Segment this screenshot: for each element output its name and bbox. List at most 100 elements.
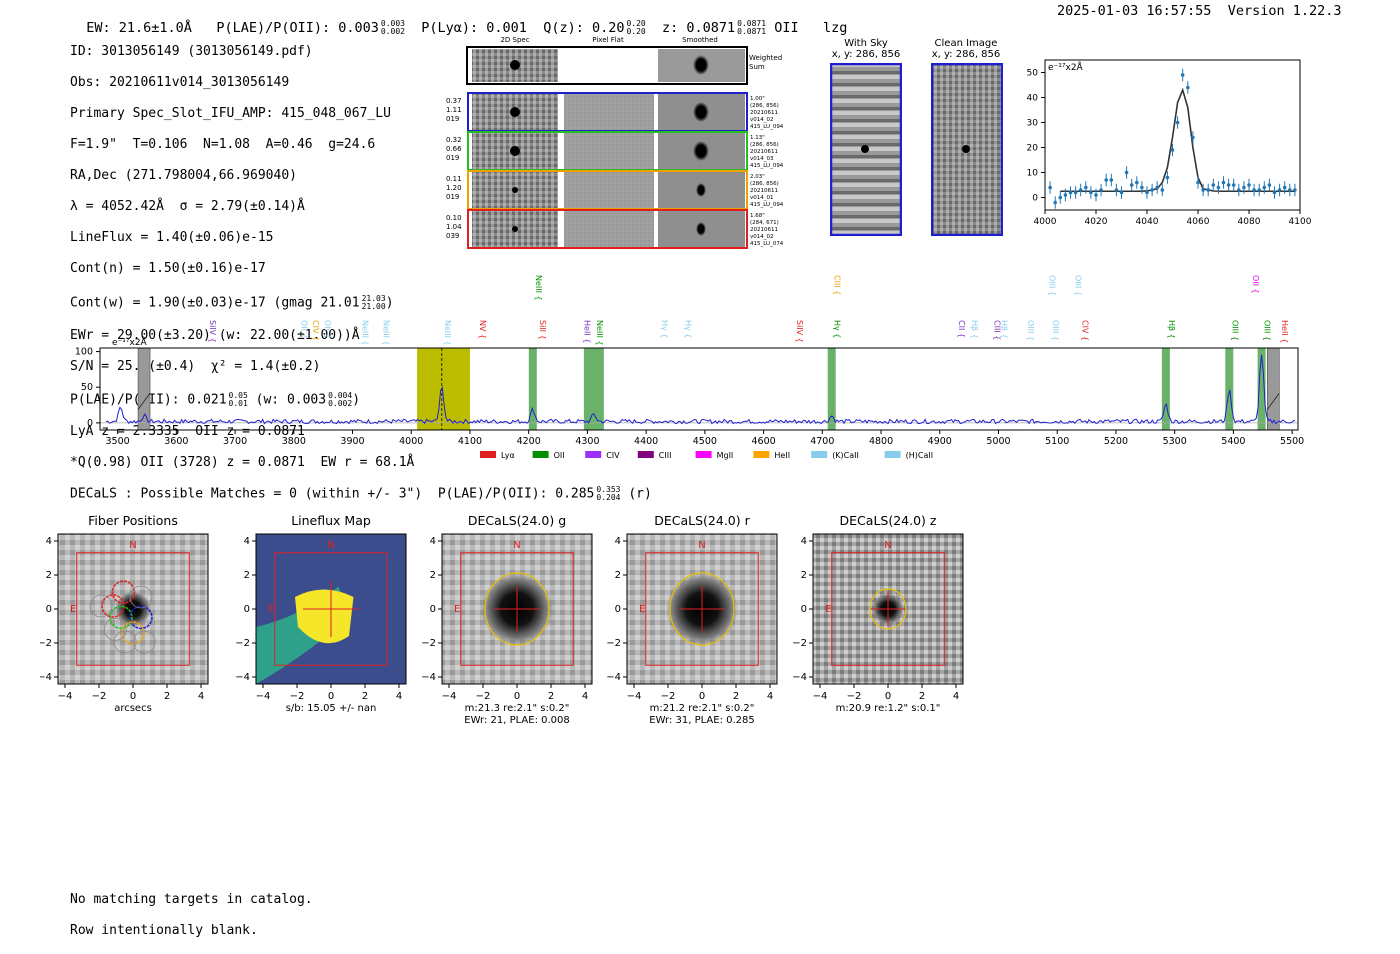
panel-xtick-label: 4: [198, 691, 204, 702]
panel-xtick-label: 0: [130, 691, 136, 702]
cutout-left-label: 0.32: [446, 136, 462, 144]
east-label: E: [268, 604, 274, 615]
legend-label: Lyα: [501, 451, 515, 460]
zoom-ytick-label: 20: [1027, 144, 1039, 154]
spectrum-xtick-label: 5500: [1280, 436, 1304, 447]
spectrum-line-label: OIII {: [1048, 275, 1057, 296]
cutout-smooth-source: [696, 183, 706, 197]
cutout-right-label: (286, 856): [750, 181, 779, 187]
zoom-data-point: [1282, 185, 1287, 190]
zoom-data-point: [1135, 180, 1139, 185]
panel-ytick-label: 4: [46, 536, 52, 547]
zoom-data-point: [1073, 190, 1078, 195]
info-contn: Cont(n) = 1.50(±0.16)e-17: [70, 260, 266, 276]
zoom-data-point: [1053, 200, 1057, 205]
spectrum-xtick-label: 3800: [282, 436, 306, 447]
fiber-circle: [113, 630, 137, 654]
spectrum-green-band: [583, 348, 604, 430]
cutout-left-label: 1.20: [446, 184, 462, 192]
zoom-data-point: [1293, 188, 1297, 192]
zoom-data-point: [1277, 188, 1282, 192]
spectrum-xtick-label: 3700: [223, 436, 247, 447]
zoom-data-point: [1063, 193, 1068, 197]
panel-caption-1: m:20.9 re:1.2" s:0.1": [836, 703, 941, 714]
zoom-data-point: [1089, 190, 1093, 195]
footer-line-1: No matching targets in catalog.: [70, 891, 313, 907]
zoom-data-point: [1140, 185, 1144, 190]
spectrum-gray-hatch: [1267, 392, 1280, 410]
zoom-ylabel: e⁻¹⁷x2Å: [1048, 61, 1084, 73]
cutout-right-label: 1.00": [750, 96, 765, 102]
spectrum-line-label: SiIV {: [795, 320, 804, 343]
cutout-2d-source: [512, 226, 518, 232]
east-label: E: [454, 604, 460, 615]
col-header-flat: Pixel Flat: [592, 36, 624, 44]
cutout-right-label: v014_02: [750, 234, 774, 240]
cutout-right-label: (286, 856): [750, 103, 779, 109]
zoom-spectrum: e⁻¹⁷x2Å 4000 4020 4040 4060 4080 4100 0 10 20 30 40…: [1027, 59, 1312, 227]
col-header-2d: 2D Spec: [500, 36, 529, 44]
search-box: [645, 552, 759, 666]
panel-xtick-label: 2: [548, 691, 554, 702]
zoom-data-point: [1119, 190, 1124, 195]
fiber-circle: [129, 605, 153, 630]
decals-panels: Fiber Positions N E −4 −4 −2 −2 0 0 2 2 4 4 arcsecs Li…: [40, 513, 964, 726]
spectrum-highlight-band: [417, 348, 470, 430]
legend-label: (H)CaII: [906, 451, 933, 460]
panel-xtick-label: 2: [362, 691, 368, 702]
zoom-data-point: [1068, 190, 1073, 195]
north-label: N: [129, 540, 136, 551]
decals-panel: DECaLS(24.0) r N E −4 −4 −2 −2 0 0 2 2 4 4 m:21.2 re:…: [606, 513, 778, 726]
zoom-data-point: [1145, 190, 1149, 195]
source-blob: [115, 591, 151, 627]
panel-xtick-label: −4: [627, 691, 642, 702]
spectrum-ylabel: e⁻¹⁷x2Å: [112, 336, 148, 348]
north-label: N: [513, 540, 520, 551]
spectrum-xtick-label: 4300: [575, 436, 599, 447]
aperture-ellipse: [669, 572, 735, 646]
spectrum-ytick-label: 0: [87, 418, 93, 429]
zoom-data-point: [1196, 180, 1200, 185]
panel-xtick-label: −4: [58, 691, 73, 702]
spectrum-trace: [105, 354, 1296, 425]
spectrum-xtick-label: 4100: [458, 436, 482, 447]
cutout-flat: [564, 211, 654, 247]
panel-caption-1: arcsecs: [114, 703, 152, 714]
info-primary: Primary Spec_Slot_IFU_AMP: 415_048_067_L…: [70, 105, 391, 121]
panel-title: Lineflux Map: [291, 513, 371, 528]
zoom-data-point: [1262, 185, 1267, 190]
panel-ytick-label: 4: [615, 536, 621, 547]
panel-ytick-label: 2: [801, 570, 807, 581]
panel-ytick-label: 2: [46, 570, 52, 581]
panel-xtick-label: 4: [396, 691, 402, 702]
spectrum-line-label: HeII {: [583, 320, 592, 343]
zoom-xtick-label: 4100: [1289, 217, 1312, 227]
spectrum-gray-band: [137, 347, 151, 431]
spectrum-ytick-label: 100: [75, 347, 93, 358]
spectrum-line-label: OII {: [299, 320, 308, 339]
zoom-data-point: [1211, 183, 1216, 187]
with-sky-header: With Sky x, y: 286, 856: [831, 38, 901, 60]
zoom-data-point: [1129, 183, 1134, 187]
decals-panel: Fiber Positions N E −4 −4 −2 −2 0 0 2 2 4 4 arcsecs: [40, 513, 209, 714]
spectrum-line-label: Hγ {: [684, 320, 693, 338]
spectrum-line-label: Hγ {: [833, 320, 842, 338]
zoom-data-point: [1252, 188, 1256, 192]
fiber-circle: [89, 594, 113, 618]
cutout-right-label: v014_03: [750, 156, 774, 162]
spectrum-line-label: OIII {: [1073, 275, 1082, 296]
spectrum-xtick-label: 4800: [869, 436, 893, 447]
panel-xtick-label: −2: [92, 691, 107, 702]
info-plae: P(LAE)/P(OII): 0.021 0.05 0.01 (w: 0.003 0.…: [70, 391, 361, 408]
spectrum-gray-hatch: [137, 392, 151, 410]
cutout-right-label: 1.68": [750, 213, 765, 219]
fiber-circle: [109, 605, 133, 630]
panel-ytick-label: 2: [615, 570, 621, 581]
zoom-data-point: [1180, 73, 1185, 77]
zoom-data-point: [1201, 188, 1205, 192]
panel-xtick-label: −4: [442, 691, 457, 702]
zoom-ytick-label: 50: [1027, 69, 1039, 79]
spectrum-xtick-label: 5300: [1163, 436, 1187, 447]
